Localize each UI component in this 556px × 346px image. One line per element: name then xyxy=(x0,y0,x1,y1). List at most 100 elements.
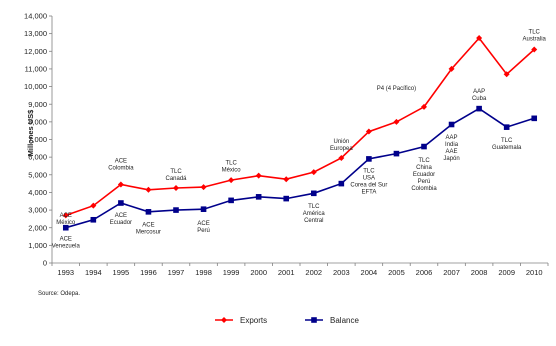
annotation-line: EFTA xyxy=(361,190,376,196)
marker-exports xyxy=(503,71,510,78)
marker-exports xyxy=(255,172,262,179)
annotation-line: Canadá xyxy=(165,176,187,182)
annotation-line: TLC xyxy=(418,158,430,164)
y-tick-label: 8,000 xyxy=(28,117,47,126)
marker-balance xyxy=(531,115,538,122)
legend-item-balance: Balance xyxy=(305,316,359,325)
marker-balance xyxy=(393,150,400,157)
x-tick-label: 2007 xyxy=(443,268,460,277)
series-lines xyxy=(65,36,535,229)
marker-balance xyxy=(62,224,69,231)
marker-balance xyxy=(310,190,317,197)
y-tick-label: 7,000 xyxy=(28,135,47,144)
marker-balance xyxy=(503,124,510,130)
x-tick-label: 1993 xyxy=(57,268,74,277)
annotation-line: AAP xyxy=(446,135,458,141)
marker-balance xyxy=(421,143,427,150)
annotation-line: Unión xyxy=(333,139,349,145)
legend-marker xyxy=(221,317,227,323)
annotation-line: Colombia xyxy=(108,165,134,171)
marker-balance xyxy=(200,206,207,212)
annotation-line: TLC xyxy=(363,169,375,175)
y-tick-label: 10,000 xyxy=(24,82,47,91)
x-tick-label: 1999 xyxy=(223,268,240,277)
annotation-line: Mercosur xyxy=(136,230,161,236)
annotation-line: ACE xyxy=(115,158,127,164)
marker-balance xyxy=(448,121,455,128)
x-tick-label: 2008 xyxy=(471,268,488,277)
x-tick-label: 2000 xyxy=(250,268,267,277)
annotation-line: AAE xyxy=(446,149,458,155)
legend: Exports Balance xyxy=(215,316,359,325)
annotation-line: América xyxy=(303,211,326,217)
marker-exports xyxy=(62,212,69,219)
marker-exports xyxy=(476,35,483,42)
x-tick-label: 2010 xyxy=(526,268,543,277)
annotation-line: México xyxy=(56,220,76,226)
marker-balance xyxy=(338,180,345,187)
y-tick-label: 9,000 xyxy=(28,100,47,109)
marker-balance xyxy=(366,156,372,162)
y-tick-label: 14,000 xyxy=(24,12,47,21)
series-line-exports xyxy=(65,36,535,217)
marker-exports xyxy=(117,181,124,188)
annotation-line: Central xyxy=(304,218,323,224)
annotation-line: ACE xyxy=(197,221,209,227)
y-tick-label: 4,000 xyxy=(28,188,47,197)
y-tick-label: 13,000 xyxy=(24,29,47,38)
x-tick-label: 2005 xyxy=(388,268,405,277)
y-tick-label: 0 xyxy=(43,259,47,268)
annotation-line: Europea xyxy=(330,146,353,152)
x-tick-label: 1995 xyxy=(113,268,130,277)
annotation-line: Japón xyxy=(443,156,459,162)
marker-balance xyxy=(173,207,179,213)
legend-label: Exports xyxy=(240,316,267,325)
y-tick-label: 6,000 xyxy=(28,153,47,162)
series-markers xyxy=(62,35,538,231)
x-tick-label: 2009 xyxy=(498,268,515,277)
annotation-line: Venezuela xyxy=(52,244,81,250)
marker-balance xyxy=(476,105,482,112)
x-tick-label: 2006 xyxy=(416,268,433,277)
annotation-line: Guatemala xyxy=(492,145,522,151)
marker-exports xyxy=(283,176,290,183)
annotation-line: AAP xyxy=(473,89,485,95)
marker-exports xyxy=(338,155,345,162)
annotation-line: ACE xyxy=(142,223,154,229)
annotation-line: ACE xyxy=(115,213,127,219)
annotation-line: TLC xyxy=(529,30,541,36)
annotation-line: TLC xyxy=(225,160,237,166)
x-tick-label: 2003 xyxy=(333,268,350,277)
x-tick-label: 2001 xyxy=(278,268,295,277)
annotation-line: Corea del Sur xyxy=(350,183,387,189)
y-tick-label: 1,000 xyxy=(28,241,47,250)
y-tick-label: 2,000 xyxy=(28,223,47,232)
marker-exports xyxy=(310,169,317,176)
marker-exports xyxy=(531,46,538,53)
annotation-line: TLC xyxy=(170,169,182,175)
annotation-line: ACE xyxy=(60,237,72,243)
marker-exports xyxy=(448,65,455,72)
annotation-line: India xyxy=(445,142,459,148)
marker-balance xyxy=(228,197,234,204)
annotation-line: TLC xyxy=(308,204,320,210)
annotation-line: Colombia xyxy=(411,186,437,192)
y-tick-label: 5,000 xyxy=(28,170,47,179)
legend-item-exports: Exports xyxy=(215,316,267,325)
annotation-line: P4 (4 Pacífico) xyxy=(377,86,416,92)
marker-balance xyxy=(90,216,97,223)
y-tick-label: 12,000 xyxy=(24,47,47,56)
annotation-line: USA xyxy=(363,176,375,182)
